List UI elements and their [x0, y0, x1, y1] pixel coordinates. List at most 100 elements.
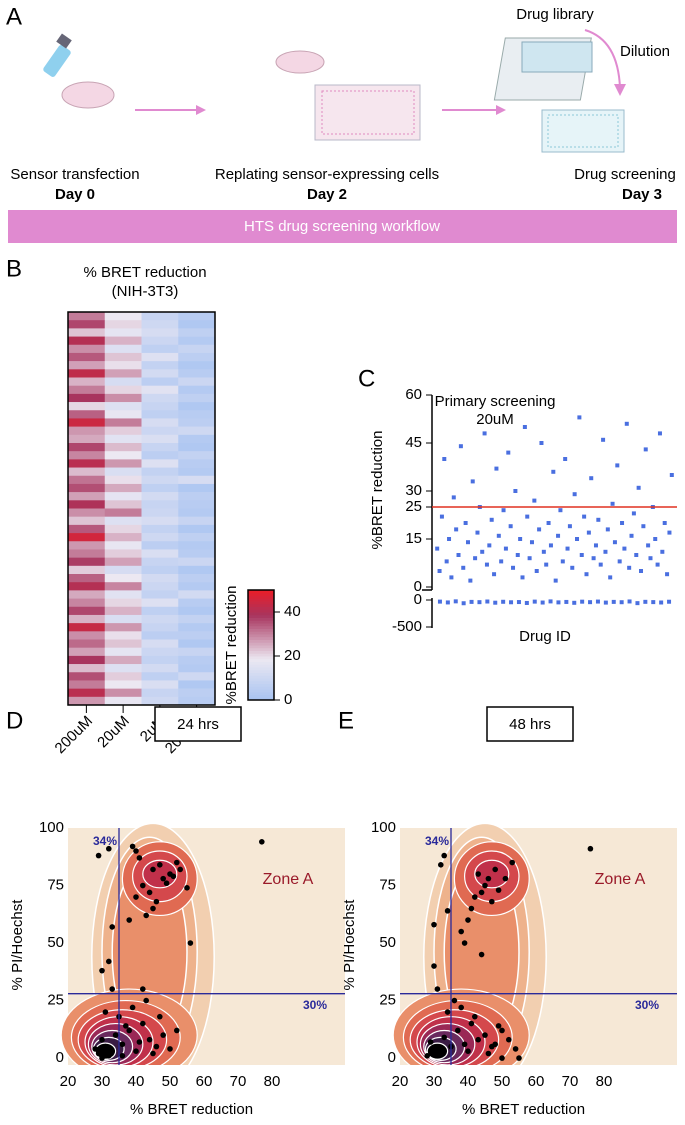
- point: [102, 1009, 109, 1015]
- point: [461, 1041, 468, 1048]
- point: [622, 546, 627, 551]
- point: [522, 425, 527, 429]
- heatmap-cell: [104, 385, 142, 395]
- point: [641, 524, 646, 529]
- x-tick-label: 200uM: [52, 713, 96, 757]
- point: [99, 1055, 105, 1061]
- panel-letter: A: [6, 3, 22, 30]
- point: [485, 875, 492, 882]
- heatmap-cell: [141, 377, 179, 386]
- point: [435, 546, 440, 551]
- panel-letter: E: [338, 707, 354, 734]
- point: [140, 1020, 146, 1027]
- heatmap-cell: [178, 336, 216, 346]
- point: [157, 1013, 163, 1020]
- heatmap-cell: [104, 508, 142, 517]
- heatmap-cell: [104, 434, 142, 444]
- colorbar-step: [248, 642, 274, 646]
- point: [582, 514, 587, 519]
- step-day: Day 2: [307, 186, 347, 203]
- heatmap-cell: [141, 467, 179, 477]
- point: [174, 859, 180, 866]
- heatmap-cell: [141, 385, 179, 395]
- point: [527, 556, 532, 561]
- heatmap-cell: [141, 524, 179, 534]
- point: [444, 559, 449, 564]
- point: [567, 524, 572, 529]
- point: [506, 450, 511, 455]
- heatmap-cell: [68, 451, 106, 460]
- heatmap-cell: [178, 426, 216, 436]
- point: [424, 1052, 431, 1059]
- point: [133, 894, 139, 900]
- colorbar-step: [248, 645, 274, 649]
- point: [624, 421, 629, 426]
- heatmap-cell: [178, 672, 216, 681]
- point: [478, 951, 485, 958]
- heatmap-cell: [68, 533, 106, 542]
- point: [187, 940, 194, 946]
- y-axis-label: %BRET reduction: [369, 431, 386, 550]
- banner-label: HTS drug screening workflow: [244, 218, 440, 235]
- point: [643, 447, 648, 452]
- heatmap-cell: [68, 385, 106, 395]
- colorbar-tick-label: 40: [284, 603, 301, 620]
- colorbar-step: [248, 650, 274, 654]
- point: [480, 549, 485, 554]
- heatmap-cell: [178, 475, 216, 485]
- y-tick-label: 75: [47, 876, 64, 893]
- point: [468, 578, 473, 583]
- x-tick-label: 20: [60, 1073, 77, 1090]
- point: [495, 1023, 502, 1029]
- colorbar-tick-label: 20: [284, 647, 301, 664]
- point: [119, 1041, 126, 1048]
- point: [667, 599, 672, 604]
- point: [489, 517, 494, 522]
- point: [461, 940, 468, 946]
- heatmap-cell: [104, 369, 142, 378]
- heatmap-cell: [141, 639, 179, 648]
- point: [636, 485, 641, 490]
- heatmap-cell: [68, 557, 106, 567]
- x-tick-label: 20: [392, 1073, 409, 1090]
- heatmap-cell: [68, 483, 106, 493]
- colorbar-frame: [247, 589, 275, 701]
- point: [608, 575, 613, 580]
- point: [431, 963, 437, 969]
- x-tick-label: 30: [94, 1073, 111, 1090]
- point: [109, 1048, 115, 1054]
- heatmap-cell: [178, 410, 216, 419]
- heatmap-cell: [104, 549, 142, 558]
- plot-clip-bottom: [398, 1065, 679, 1105]
- point: [617, 559, 622, 564]
- point: [150, 866, 156, 873]
- heatmap-cell: [68, 614, 106, 624]
- point: [95, 852, 102, 859]
- point: [438, 862, 444, 868]
- heatmap-cell: [178, 320, 216, 329]
- point: [92, 1046, 98, 1052]
- point: [468, 1020, 475, 1027]
- heatmap-cell: [104, 631, 142, 640]
- heatmap-cell: [68, 352, 106, 362]
- heatmap-cell: [178, 516, 216, 526]
- heatmap-cell: [104, 426, 142, 436]
- point: [153, 898, 160, 905]
- heatmap-cell: [104, 541, 142, 550]
- colorbar-step: [248, 631, 274, 635]
- colorbar-step: [248, 628, 274, 632]
- point: [106, 845, 112, 852]
- colorbar-step: [248, 601, 274, 605]
- point: [465, 917, 471, 923]
- point: [133, 848, 139, 854]
- heatmap-cell: [141, 475, 179, 485]
- heatmap-cell: [178, 524, 216, 534]
- heatmap-cell: [68, 688, 106, 698]
- heatmap-cell: [141, 516, 179, 526]
- colorbar-step: [248, 658, 274, 662]
- heatmap-cell: [68, 696, 106, 706]
- point: [499, 1027, 505, 1034]
- point: [501, 508, 506, 513]
- x-tick-label: 60: [196, 1073, 213, 1090]
- heatmap-cell: [141, 312, 179, 321]
